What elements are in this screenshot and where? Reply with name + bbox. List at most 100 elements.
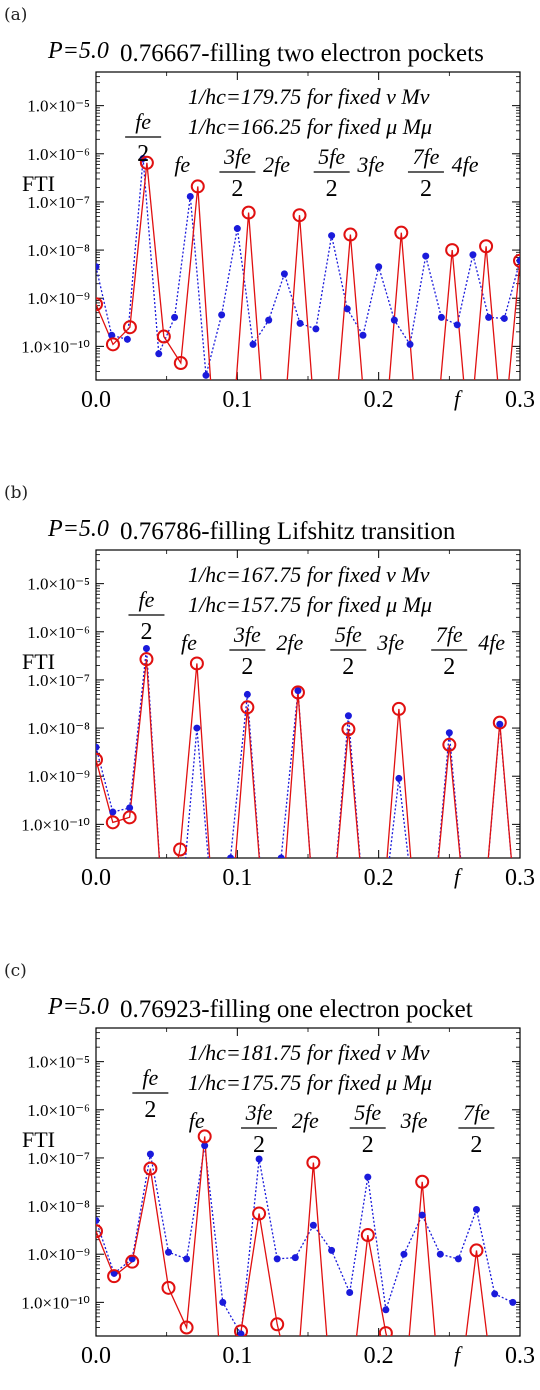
- title-right: 0.76923-filling one electron pocket: [120, 996, 473, 1023]
- peak-label-numerator: fe: [135, 109, 151, 134]
- x-tick-label: 0.3: [505, 865, 535, 891]
- red-point: [479, 239, 494, 254]
- annotation-mu: 1/hc=166.25 for fixed μ Mμ: [188, 114, 432, 139]
- title-left: P=5.0: [47, 516, 109, 542]
- red-point: [122, 320, 137, 335]
- annotation-nu: 1/hc=179.75 for fixed ν Mν: [188, 84, 430, 109]
- annotation-nu: 1/hc=181.75 for fixed ν Mν: [188, 1040, 430, 1065]
- peak-label-denominator: 2: [362, 1132, 374, 1158]
- x-tick-label: 0.3: [505, 1343, 535, 1369]
- peak-label-denominator: 2: [470, 1132, 482, 1158]
- red-point: [463, 437, 475, 449]
- peak-label: fe: [181, 630, 197, 655]
- blue-point: [400, 1250, 408, 1258]
- red-point: [275, 915, 287, 927]
- peak-label-denominator: 2: [443, 654, 455, 680]
- blue-point: [364, 1173, 372, 1181]
- peak-label: fe 2: [132, 1065, 169, 1123]
- red-point: [143, 1161, 158, 1176]
- peak-label-numerator: 3fe: [233, 622, 261, 647]
- blue-point: [177, 917, 184, 924]
- peak-label: 3fe: [356, 152, 384, 177]
- peak-label: 4fe: [478, 630, 505, 655]
- red-point: [173, 842, 188, 857]
- blue-point: [437, 313, 445, 321]
- red-point: [361, 437, 373, 449]
- y-tick-label: 1.0×10⁻⁶: [27, 623, 90, 642]
- y-tick-label: 1.0×10⁻⁵: [27, 575, 90, 594]
- peak-label-text: 2fe: [276, 630, 303, 655]
- blue-point: [126, 804, 134, 812]
- red-point: [161, 1280, 176, 1295]
- red-point: [190, 179, 205, 194]
- blue-point: [454, 1255, 462, 1263]
- title-left: P=5.0: [47, 38, 109, 64]
- panel-label: (a): [4, 5, 27, 25]
- blue-point: [379, 917, 386, 924]
- blue-point: [395, 774, 403, 782]
- red-point: [415, 1174, 430, 1189]
- panel-label: (b): [4, 483, 28, 503]
- peak-label-numerator: 7fe: [463, 1100, 490, 1125]
- peak-label: 2fe: [292, 1108, 319, 1133]
- y-tick-label: 1.0×10⁻⁷: [27, 193, 90, 212]
- peak-label: 2fe: [276, 630, 303, 655]
- blue-point: [273, 1255, 281, 1263]
- red-point: [309, 915, 321, 927]
- x-tick-label: 0.0: [81, 1343, 111, 1369]
- blue-point: [109, 808, 117, 816]
- blue-point: [227, 854, 235, 858]
- blue-point: [516, 257, 520, 265]
- blue-point: [309, 1221, 317, 1229]
- red-point: [105, 815, 120, 830]
- peak-label-numerator: 7fe: [412, 144, 439, 169]
- red-point: [241, 205, 256, 220]
- red-point: [497, 437, 509, 449]
- blue-point: [193, 724, 201, 732]
- peak-label-text: 3fe: [356, 152, 384, 177]
- blue-point: [96, 1217, 100, 1225]
- x-tick-label: 0.3: [505, 387, 535, 413]
- blue-point: [128, 1255, 136, 1263]
- blue-point: [362, 917, 369, 924]
- title-right: 0.76786-filling Lifshitz transition: [120, 518, 456, 545]
- blue-point: [485, 313, 493, 321]
- peak-label: fe: [174, 152, 190, 177]
- blue-point: [390, 316, 398, 324]
- chart-panel-c: (c) P=5.0 0.76923-filling one electron poc…: [4, 961, 535, 1369]
- blue-point: [312, 325, 320, 333]
- red-point: [326, 915, 338, 927]
- blue-point: [237, 1330, 245, 1336]
- peak-label-denominator: 2: [144, 1097, 156, 1123]
- blue-point: [429, 917, 436, 924]
- red-point: [442, 737, 457, 752]
- blue-point: [472, 1205, 480, 1213]
- y-tick-label: 1.0×10⁻¹⁰: [21, 1293, 90, 1312]
- red-point: [96, 297, 103, 312]
- peak-label-text: 4fe: [452, 152, 479, 177]
- blue-point: [469, 251, 477, 259]
- series-line-Mμ: [96, 659, 512, 858]
- red-point: [209, 437, 221, 449]
- red-point: [157, 915, 169, 927]
- red-point: [179, 1320, 194, 1335]
- blue-point: [233, 225, 241, 233]
- peak-label-numerator: fe: [142, 1065, 158, 1090]
- red-point: [96, 1224, 103, 1239]
- red-point: [378, 1326, 393, 1336]
- red-point: [189, 656, 204, 671]
- blue-point: [328, 1246, 336, 1254]
- peak-label-text: 2fe: [292, 1108, 319, 1133]
- blue-point: [406, 340, 414, 348]
- red-point: [460, 915, 472, 927]
- red-point: [341, 722, 356, 737]
- red-point: [427, 915, 439, 927]
- red-point: [240, 700, 255, 715]
- blue-point: [171, 313, 179, 321]
- peak-label-numerator: 5fe: [318, 144, 345, 169]
